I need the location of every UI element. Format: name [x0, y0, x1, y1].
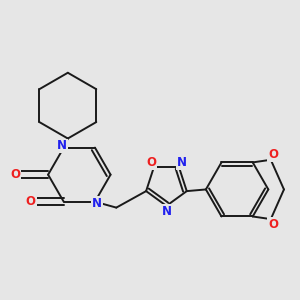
Text: O: O	[268, 148, 278, 161]
Text: O: O	[146, 156, 156, 169]
Text: N: N	[92, 197, 102, 210]
Text: N: N	[177, 156, 187, 169]
Text: O: O	[26, 195, 36, 208]
Text: N: N	[57, 140, 67, 152]
Text: N: N	[161, 205, 171, 218]
Text: O: O	[268, 218, 278, 230]
Text: O: O	[10, 168, 20, 181]
